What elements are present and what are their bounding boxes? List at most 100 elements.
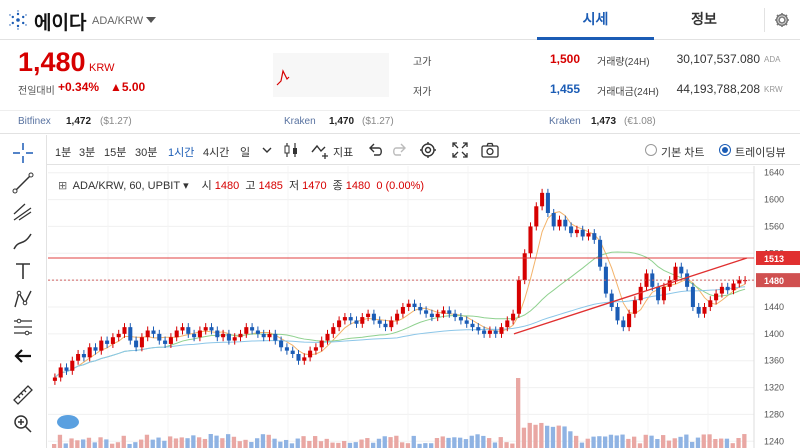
candle-body	[284, 347, 289, 351]
legend-high-label: 고	[245, 180, 256, 192]
volume-bar	[313, 436, 318, 448]
volume-bar	[452, 437, 457, 448]
pitchfork-icon[interactable]	[11, 200, 35, 224]
candle-body	[52, 377, 57, 381]
exchange-sub: ($1.27)	[362, 116, 394, 127]
candle-body	[313, 347, 318, 351]
candle-body	[609, 293, 614, 307]
timeframe-30m[interactable]: 30분	[135, 147, 158, 159]
coin-pair: ADA/KRW	[92, 15, 144, 27]
ruler-icon[interactable]	[11, 383, 35, 407]
timeframe-4h[interactable]: 4시간	[203, 147, 230, 159]
moving-average-line	[54, 286, 746, 378]
exchange-price: 1,472	[66, 116, 92, 127]
y-tick-label: 1600	[764, 195, 784, 205]
camera-icon[interactable]	[480, 140, 500, 160]
volume-bar	[255, 438, 260, 448]
candle-body	[337, 320, 342, 328]
candle-body	[632, 300, 637, 314]
timeframe-1h[interactable]: 1시간	[168, 147, 195, 159]
arrow-left-icon[interactable]	[11, 344, 35, 368]
candle-body	[580, 229, 585, 237]
candle-body	[516, 280, 521, 314]
indicator-button[interactable]: 지표	[333, 147, 354, 159]
volume-bar	[307, 440, 312, 448]
timeframe-3m[interactable]: 3분	[79, 147, 96, 159]
redo-icon[interactable]	[389, 140, 409, 160]
candle-body	[226, 333, 231, 341]
candle-body	[499, 327, 504, 334]
candle-body	[151, 330, 156, 334]
change-amount: ▲5.00	[110, 80, 146, 94]
tab-quote[interactable]: 시세	[537, 0, 654, 40]
legend-expand-icon[interactable]: ⊞	[58, 180, 68, 192]
volume-bar	[620, 434, 625, 448]
undo-icon[interactable]	[366, 140, 386, 160]
volume-bar	[678, 436, 683, 448]
fullscreen-icon[interactable]	[450, 140, 470, 160]
tradingview-radio[interactable]	[719, 144, 731, 156]
measure-icon[interactable]	[11, 315, 35, 339]
candle-body	[308, 350, 313, 358]
volume-bar	[562, 426, 567, 448]
indicator-icon[interactable]	[310, 140, 330, 160]
brush-icon[interactable]	[11, 229, 35, 253]
timeframe-15m[interactable]: 15분	[104, 147, 127, 159]
candle-body	[128, 327, 133, 341]
candle-body	[209, 327, 214, 331]
candle-body	[64, 367, 69, 371]
volume-unit: ADA	[764, 55, 781, 64]
candle-body	[464, 320, 469, 324]
legend-symbol[interactable]: ADA/KRW, 60, UPBIT	[72, 180, 181, 192]
candle-body	[511, 313, 516, 321]
candle-body	[342, 317, 347, 321]
candle-type-icon[interactable]	[281, 140, 301, 160]
coin-select-chevron-down-icon[interactable]	[146, 17, 156, 23]
volume-bar	[690, 441, 695, 448]
trend-line	[513, 257, 748, 335]
volume-bar	[150, 439, 155, 448]
candle-body	[424, 310, 429, 314]
trend-line-icon[interactable]	[11, 171, 35, 195]
exchange-sub: ($1.27)	[100, 116, 132, 127]
volume-bar	[487, 438, 492, 448]
volume-bar	[498, 437, 503, 448]
basic-chart-radio[interactable]	[645, 144, 657, 156]
volume-bar	[144, 434, 150, 448]
timeframe-day[interactable]: 일	[240, 147, 251, 159]
candle-body	[93, 347, 98, 351]
zoom-in-icon[interactable]	[11, 412, 35, 436]
pattern-icon[interactable]	[11, 287, 35, 311]
candle-body	[163, 340, 168, 344]
tab-info[interactable]: 정보	[691, 11, 717, 27]
text-tool-icon[interactable]	[11, 259, 35, 283]
volume-bar	[185, 438, 190, 448]
volume-bar	[226, 434, 231, 448]
volume-bar	[742, 434, 747, 448]
volume-bar	[655, 439, 660, 448]
candle-body	[696, 307, 701, 314]
volume-bar	[324, 438, 329, 448]
volume-bar	[684, 434, 689, 448]
candle-body	[168, 337, 173, 344]
volume-bar	[301, 436, 306, 448]
volume-bar	[429, 443, 434, 448]
candle-body	[418, 307, 423, 311]
volume-bar	[121, 435, 126, 448]
volume-bar	[539, 422, 544, 448]
volume-bar	[463, 439, 469, 448]
chart-settings-gear-icon[interactable]	[418, 140, 438, 160]
volume-bar	[376, 438, 382, 448]
settings-button[interactable]	[764, 8, 798, 32]
timeframe-1m[interactable]: 1분	[55, 147, 72, 159]
crosshair-icon[interactable]	[11, 141, 35, 165]
tradingview-label: 트레이딩뷰	[735, 147, 786, 159]
volume-bar	[289, 443, 295, 448]
candle-body	[232, 337, 237, 341]
volume-bar	[597, 436, 602, 448]
volume-bar	[533, 424, 538, 448]
volume-bar	[168, 436, 173, 448]
price-chart[interactable]: 1240128013201360140014401480152015601600…	[48, 166, 800, 448]
timeframe-chevron-down-icon[interactable]	[257, 140, 277, 160]
volume-bar	[643, 434, 648, 448]
